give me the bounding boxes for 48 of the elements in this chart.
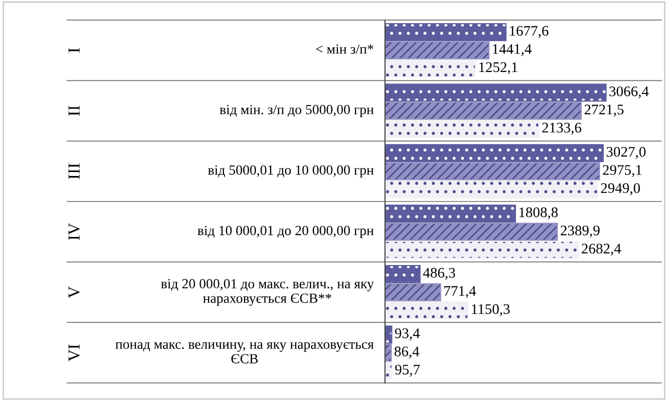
data-label: 2389,9	[560, 226, 600, 238]
y-tick-label: понад макс. величину, на яку нараховується ЄСВ	[115, 342, 374, 364]
data-label: 1677,6	[510, 26, 548, 38]
bar	[385, 23, 506, 42]
data-label: 2721,5	[584, 104, 624, 117]
data-label: 2682,4	[582, 244, 622, 256]
data-label: 1150,3	[472, 304, 510, 316]
bar	[385, 362, 392, 380]
text: VI	[68, 344, 80, 362]
bar	[385, 344, 392, 362]
y-tick-label: від 20 000,01 до макс. велич., на яку нараховується ЄСВ**	[160, 279, 374, 306]
data-label: 93,4	[394, 328, 420, 340]
bar	[385, 120, 540, 138]
bar	[385, 204, 516, 223]
data-label: 2949,0	[601, 183, 640, 196]
text: V	[68, 286, 80, 298]
text: II	[68, 106, 80, 116]
y-tick-label: від 10 000,01 до 20 000,00 грн	[198, 226, 374, 238]
data-label: 3066,4	[610, 86, 649, 98]
data-label: 2133,6	[542, 122, 582, 135]
data-label: 1808,8	[519, 207, 558, 220]
bar	[385, 283, 442, 302]
bar	[385, 326, 392, 344]
data-label: 771,4	[444, 286, 476, 298]
text: IV	[68, 223, 80, 240]
bar	[385, 41, 490, 60]
text: I	[68, 48, 80, 52]
text: III	[68, 164, 80, 179]
bar	[385, 102, 582, 120]
data-label: 95,7	[395, 364, 420, 377]
bar	[385, 144, 604, 162]
bar	[385, 222, 558, 241]
bar	[385, 180, 598, 198]
data-label: 1441,4	[492, 44, 532, 56]
bar	[385, 265, 421, 284]
bar	[385, 84, 607, 102]
bar	[385, 240, 579, 259]
data-label: 2975,1	[602, 165, 642, 178]
y-tick-label: від мін. з/п до 5000,00 грн	[220, 104, 374, 118]
bar	[385, 162, 600, 180]
data-label: 486,3	[423, 268, 456, 280]
bar	[385, 59, 476, 78]
data-label: 3027,0	[606, 146, 646, 159]
y-tick-label: < мін з/п*	[316, 44, 374, 54]
y-tick-label: від 5000,01 до 10 000,00 грн	[208, 165, 374, 178]
data-label: 86,4	[394, 346, 420, 358]
data-label: 1252,1	[479, 62, 518, 74]
bar	[385, 301, 468, 320]
